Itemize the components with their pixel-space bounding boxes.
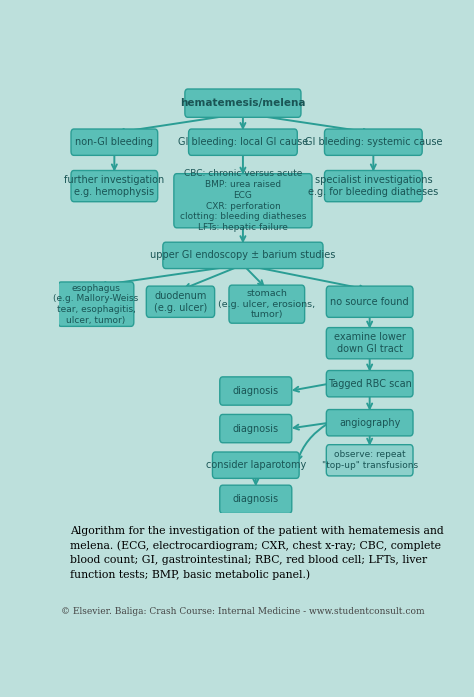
FancyBboxPatch shape — [326, 371, 413, 397]
Text: GI bleeding: systemic cause: GI bleeding: systemic cause — [305, 137, 442, 147]
Text: observe: repeat
"top-up" transfusions: observe: repeat "top-up" transfusions — [321, 450, 418, 470]
FancyBboxPatch shape — [220, 415, 292, 443]
Text: diagnosis: diagnosis — [233, 494, 279, 505]
Text: esophagus
(e.g. Mallory-Weiss
tear, esophagitis,
ulcer, tumor): esophagus (e.g. Mallory-Weiss tear, esop… — [54, 284, 138, 325]
Text: diagnosis: diagnosis — [233, 386, 279, 396]
Text: CBC: chronic versus acute
BMP: urea raised
ECG
CXR: perforation
clotting: bleedi: CBC: chronic versus acute BMP: urea rais… — [180, 169, 306, 232]
FancyBboxPatch shape — [326, 328, 413, 359]
Text: diagnosis: diagnosis — [233, 424, 279, 434]
FancyBboxPatch shape — [326, 410, 413, 436]
Text: angiography: angiography — [339, 418, 401, 428]
Text: stomach
(e.g. ulcer, erosions,
tumor): stomach (e.g. ulcer, erosions, tumor) — [218, 289, 315, 319]
FancyBboxPatch shape — [174, 174, 312, 228]
Text: GI bleeding: local GI cause: GI bleeding: local GI cause — [178, 137, 308, 147]
Text: consider laparotomy: consider laparotomy — [206, 460, 306, 470]
FancyBboxPatch shape — [220, 377, 292, 405]
FancyBboxPatch shape — [220, 485, 292, 514]
FancyBboxPatch shape — [325, 129, 422, 155]
FancyBboxPatch shape — [325, 171, 422, 201]
FancyBboxPatch shape — [71, 171, 158, 201]
Text: hematemesis/melena: hematemesis/melena — [180, 98, 306, 108]
Text: upper GI endoscopy ± barium studies: upper GI endoscopy ± barium studies — [150, 250, 336, 261]
Text: duodenum
(e.g. ulcer): duodenum (e.g. ulcer) — [154, 291, 207, 313]
FancyBboxPatch shape — [189, 129, 297, 155]
FancyBboxPatch shape — [326, 445, 413, 476]
Text: Algorithm for the investigation of the patient with hematemesis and
melena. (ECG: Algorithm for the investigation of the p… — [70, 526, 444, 580]
FancyBboxPatch shape — [146, 286, 215, 317]
Text: non-GI bleeding: non-GI bleeding — [75, 137, 154, 147]
FancyBboxPatch shape — [326, 286, 413, 317]
Text: no source found: no source found — [330, 297, 409, 307]
Text: specialist investigations
e.g. for bleeding diatheses: specialist investigations e.g. for bleed… — [308, 175, 438, 197]
Text: Tagged RBC scan: Tagged RBC scan — [328, 378, 411, 389]
Text: further investigation
e.g. hemophysis: further investigation e.g. hemophysis — [64, 175, 164, 197]
FancyBboxPatch shape — [71, 129, 158, 155]
Text: examine lower
down GI tract: examine lower down GI tract — [334, 332, 406, 354]
Text: © Elsevier. Baliga: Crash Course: Internal Medicine - www.studentconsult.com: © Elsevier. Baliga: Crash Course: Intern… — [61, 607, 425, 616]
FancyBboxPatch shape — [229, 285, 305, 323]
FancyBboxPatch shape — [163, 242, 323, 268]
FancyBboxPatch shape — [58, 282, 134, 326]
FancyBboxPatch shape — [185, 89, 301, 117]
FancyBboxPatch shape — [212, 452, 299, 478]
